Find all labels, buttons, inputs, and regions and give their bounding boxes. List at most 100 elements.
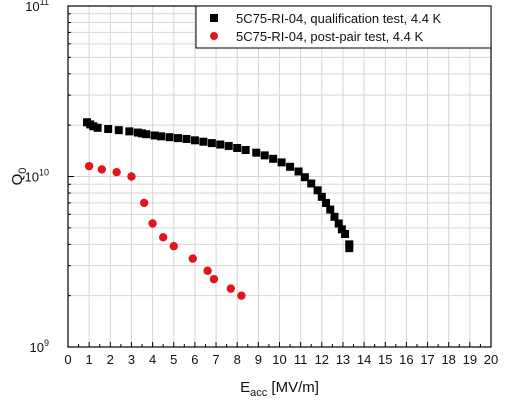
data-point-circle — [158, 233, 168, 242]
data-point-circle — [127, 172, 136, 181]
data-point-square — [150, 131, 159, 140]
data-point-square — [334, 219, 343, 228]
data-point-square — [173, 134, 182, 143]
data-point-circle — [203, 266, 212, 275]
x-axis-title-sub: acc — [250, 387, 268, 399]
x-tick-label: 20 — [484, 352, 498, 367]
data-point-circle — [169, 242, 178, 251]
data-point-square — [142, 130, 151, 139]
data-point-square — [182, 134, 191, 143]
y-tick-label: 109 — [30, 338, 49, 355]
x-tick-label: 13 — [336, 352, 350, 367]
data-marks — [83, 118, 354, 300]
data-point-square — [337, 225, 346, 234]
x-axis: 0 1 2 3 4 5 6 7 8 9 10 11 12 13 14 15 16 17 18 19 20 — [64, 342, 498, 367]
y-tick-label: 1011 — [25, 0, 49, 14]
data-point-square — [138, 129, 147, 138]
data-point-square — [322, 198, 331, 207]
x-tick-label: 12 — [315, 352, 329, 367]
data-point-square — [252, 148, 261, 157]
y-axis-title-main: Q — [9, 174, 26, 186]
data-point-square — [277, 158, 286, 167]
legend-box — [195, 5, 492, 49]
legend-marker-post-pair — [210, 32, 218, 40]
x-tick-label: 4 — [149, 352, 156, 367]
x-tick-label: 19 — [463, 352, 477, 367]
data-point-circle — [84, 161, 94, 171]
x-tick-label: 15 — [378, 352, 392, 367]
y-tick-label-base: 10 — [25, 170, 39, 185]
data-point-circle — [226, 284, 236, 293]
data-point-square — [241, 146, 250, 155]
data-point-square — [125, 127, 134, 136]
data-point-square — [89, 122, 98, 131]
data-point-square — [190, 136, 199, 145]
data-point-square — [93, 123, 102, 132]
x-tick-label: 2 — [107, 352, 114, 367]
data-point-circle — [188, 254, 197, 263]
y-axis-title: Q0 — [9, 168, 29, 186]
x-tick-label: 0 — [64, 352, 71, 367]
x-tick-label: 17 — [420, 352, 434, 367]
data-point-circle — [148, 219, 157, 228]
data-point-circle — [209, 274, 219, 284]
data-point-circle — [237, 291, 246, 300]
data-point-square — [345, 244, 354, 253]
data-point-square — [233, 143, 242, 152]
legend: 5C75-RI-04, qualification test, 4.4 K 5C… — [195, 5, 492, 49]
x-tick-label: 5 — [170, 352, 177, 367]
y-tick-label-base: 10 — [25, 0, 39, 14]
data-point-square — [269, 154, 278, 163]
data-point-square — [260, 151, 269, 160]
y-tick-label-exponent: 9 — [44, 338, 49, 348]
y-tick-label-exponent: 11 — [40, 0, 49, 7]
x-tick-label: 10 — [272, 352, 286, 367]
data-point-circle — [97, 165, 107, 174]
data-point-square — [300, 173, 309, 182]
legend-label-qualification: 5C75-RI-04, qualification test, 4.4 K — [236, 11, 442, 26]
data-point-circle — [112, 167, 121, 177]
series-1 — [84, 161, 246, 300]
data-point-square — [165, 133, 174, 142]
data-point-square — [294, 167, 303, 176]
x-tick-label: 11 — [294, 352, 308, 367]
data-point-square — [313, 186, 322, 195]
x-tick-label: 18 — [441, 352, 455, 367]
data-point-square — [133, 128, 142, 137]
series-0 — [83, 118, 354, 253]
data-point-square — [317, 192, 326, 201]
data-point-square — [199, 137, 208, 146]
y-tick-label-exponent: 10 — [39, 168, 49, 178]
data-point-square — [330, 212, 339, 221]
x-tick-label: 14 — [357, 352, 371, 367]
data-point-square — [207, 139, 216, 148]
x-tick-label: 6 — [191, 352, 198, 367]
legend-marker-qualification — [210, 14, 218, 22]
y-tick-label-base: 10 — [30, 340, 44, 355]
data-point-square — [224, 141, 233, 150]
data-point-square — [341, 229, 350, 238]
x-axis-title-unit: [MV/m] — [267, 379, 319, 396]
data-point-square — [307, 179, 316, 188]
y-tick-label: 1010 — [25, 168, 49, 185]
data-point-square — [157, 132, 166, 141]
data-point-square — [326, 205, 335, 214]
y-axis-title-sub: 0 — [17, 168, 29, 174]
x-tick-label: 9 — [255, 352, 262, 367]
data-point-circle — [139, 198, 149, 208]
x-tick-label: 1 — [86, 352, 93, 367]
data-point-square — [216, 140, 225, 149]
x-axis-title: Eacc [MV/m] — [240, 379, 319, 399]
x-tick-label: 8 — [234, 352, 241, 367]
x-axis-title-main: E — [240, 379, 250, 396]
x-tick-label: 7 — [212, 352, 219, 367]
x-tick-label: 3 — [128, 352, 135, 367]
x-tick-label: 16 — [399, 352, 413, 367]
data-point-square — [104, 124, 113, 133]
data-point-square — [114, 126, 123, 135]
legend-label-post-pair: 5C75-RI-04, post-pair test, 4.4 K — [236, 29, 423, 44]
data-point-square — [286, 162, 295, 171]
